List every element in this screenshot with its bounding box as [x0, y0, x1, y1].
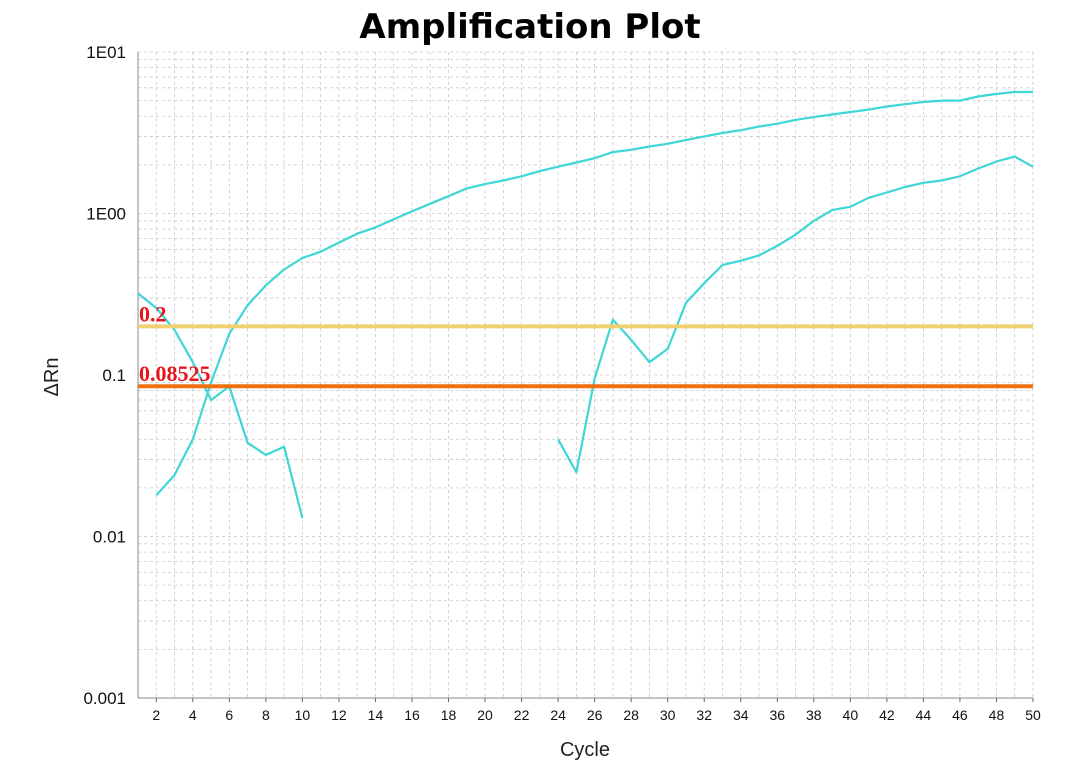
- amplification-curve-3: [557, 155, 1034, 474]
- x-tick-label: 36: [769, 707, 785, 723]
- y-tick-label: 0.1: [102, 366, 126, 385]
- x-tick-label: 46: [952, 707, 968, 723]
- y-axis-label: ΔRn: [41, 358, 63, 397]
- x-tick-label: 14: [368, 707, 384, 723]
- chart-title: Amplification Plot: [359, 7, 700, 47]
- x-tick-label: 50: [1025, 707, 1041, 723]
- x-tick-label: 10: [295, 707, 311, 723]
- y-tick-label: 1E01: [86, 43, 126, 62]
- x-tick-label: 6: [225, 707, 233, 723]
- x-tick-label: 42: [879, 707, 895, 723]
- x-tick-label: 30: [660, 707, 676, 723]
- x-tick-label: 20: [477, 707, 493, 723]
- x-tick-label: 44: [916, 707, 932, 723]
- y-tick-label: 0.001: [83, 689, 126, 708]
- series-group: [137, 90, 1034, 519]
- x-tick-label: 32: [696, 707, 712, 723]
- grid: [137, 51, 1034, 699]
- threshold-label: 0.2: [139, 301, 167, 326]
- x-tick-label: 28: [623, 707, 639, 723]
- x-tick-label: 12: [331, 707, 347, 723]
- x-axis-ticks: 2 4 6 8 10 12 14 16 18 20 22 24 26 28 30 32 34 36 38 40 42 44…: [152, 698, 1041, 723]
- y-axis-ticks: 1E01 1E00 0.1 0.01 0.001: [83, 43, 126, 708]
- x-tick-label: 8: [262, 707, 270, 723]
- x-tick-label: 24: [550, 707, 566, 723]
- x-tick-label: 4: [189, 707, 197, 723]
- x-tick-label: 16: [404, 707, 420, 723]
- x-axis-label: Cycle: [560, 739, 610, 761]
- x-tick-label: 40: [843, 707, 859, 723]
- y-tick-label: 1E00: [86, 205, 126, 224]
- x-tick-label: 18: [441, 707, 457, 723]
- threshold-group: 0.2 0.08525: [138, 301, 1033, 389]
- plot-frame: [137, 52, 1033, 699]
- x-tick-label: 26: [587, 707, 603, 723]
- threshold-label: 0.08525: [139, 361, 211, 386]
- x-tick-label: 2: [152, 707, 160, 723]
- amplification-curve-1: [137, 292, 304, 519]
- x-tick-label: 48: [989, 707, 1005, 723]
- x-tick-label: 22: [514, 707, 530, 723]
- x-tick-label: 34: [733, 707, 749, 723]
- x-tick-label: 38: [806, 707, 822, 723]
- y-tick-label: 0.01: [93, 528, 126, 547]
- amplification-curve-2: [155, 90, 1033, 497]
